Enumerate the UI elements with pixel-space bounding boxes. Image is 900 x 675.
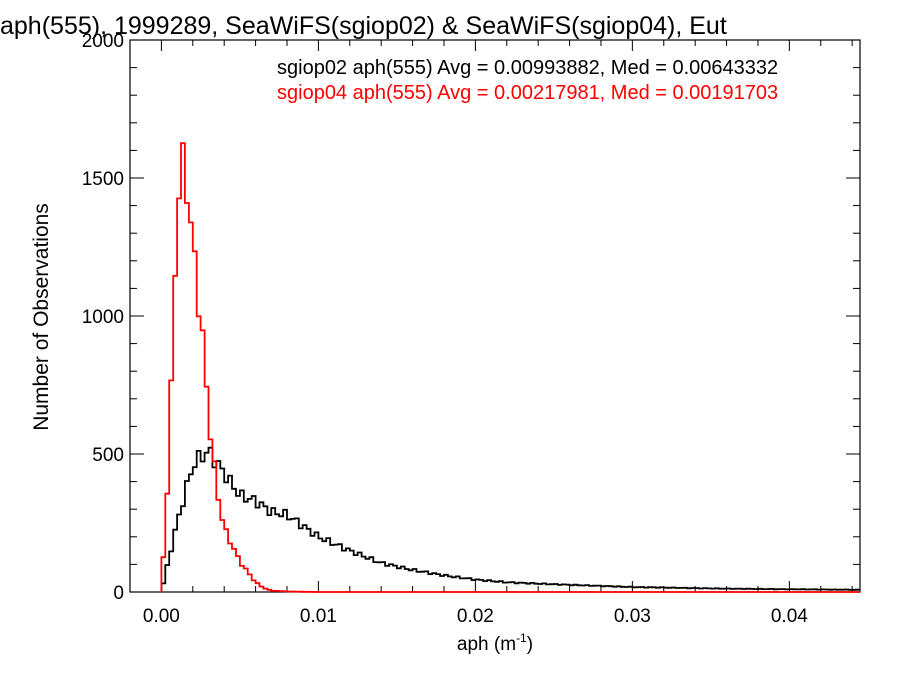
y-axis: 0 500 1000 1500 2000 [82,31,860,604]
plot-area [129,39,861,593]
plot-frame [129,39,861,593]
series-line-sgiop02 [160,446,860,592]
x-axis: 0.00 0.01 0.02 0.03 0.04 [143,40,853,627]
x-tick-label: 0.04 [771,606,808,627]
x-tick-label: 0.03 [614,606,651,627]
series-layer [160,142,860,593]
y-tick-label: 1000 [82,307,124,328]
y-axis-label: Number of Observations [30,203,53,431]
chart-title: aph(555), 1999289, SeaWiFS(sgiop02) & Se… [0,12,727,40]
legend: sgiop02 aph(555) Avg = 0.00993882, Med =… [277,57,778,104]
x-tick-label: 0.00 [143,606,180,627]
x-tick-label: 0.01 [300,606,337,627]
legend-entry-sgiop04: sgiop04 aph(555) Avg = 0.00217981, Med =… [277,82,778,104]
y-tick-label: 1500 [82,169,124,190]
y-tick-label: 0 [113,583,124,604]
x-tick-label: 0.02 [457,606,494,627]
x-axis-label-superscript: -1 [516,631,527,645]
y-tick-label: 500 [92,445,124,466]
x-axis-label: aph (m-1) [457,631,533,655]
series-line-sgiop04 [160,142,860,593]
legend-entry-sgiop02: sgiop02 aph(555) Avg = 0.00993882, Med =… [277,57,778,79]
y-tick-label: 2000 [82,31,124,52]
